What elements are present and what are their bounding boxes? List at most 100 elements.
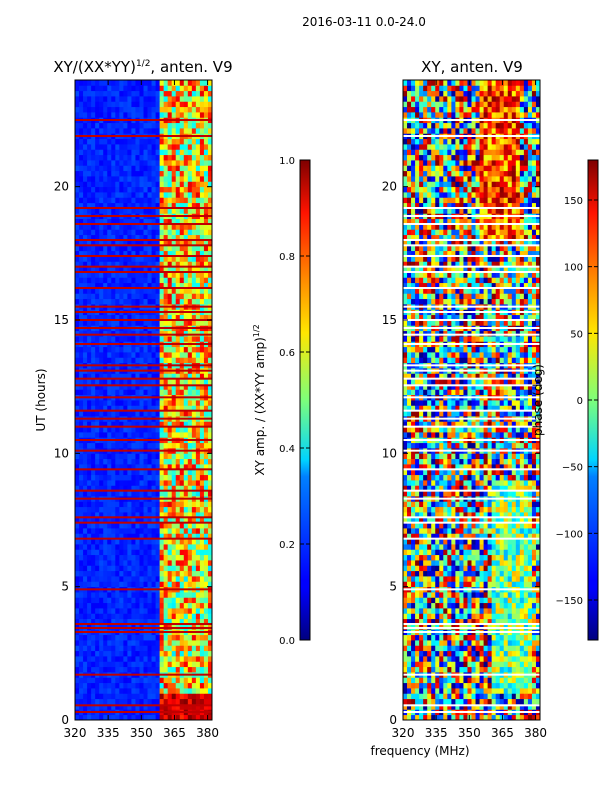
- heatmap-cell: [183, 528, 189, 534]
- heatmap-cell: [143, 485, 148, 492]
- heatmap-cell: [179, 533, 185, 540]
- heatmap-cell: [139, 554, 144, 561]
- heatmap-cell: [87, 90, 92, 97]
- heatmap-cell: [127, 202, 132, 209]
- heatmap-cell: [207, 208, 212, 214]
- heatmap-cell: [83, 522, 88, 529]
- heatmap-cell: [103, 528, 108, 534]
- heatmap-cell: [423, 581, 428, 588]
- heatmap-cell: [499, 640, 505, 646]
- heatmap-cell: [187, 85, 193, 92]
- heatmap-cell: [147, 320, 152, 326]
- heatmap-cell: [187, 373, 193, 380]
- heatmap-cell: [199, 288, 205, 294]
- heatmap-cell: [447, 592, 452, 598]
- heatmap-cell: [179, 170, 185, 177]
- heatmap-cell: [91, 517, 96, 524]
- heatmap-cell: [199, 336, 205, 342]
- heatmap-cell: [471, 661, 476, 668]
- heatmap-cell: [179, 80, 185, 86]
- heatmap-cell: [519, 650, 525, 657]
- heatmap-cell: [123, 128, 128, 134]
- heatmap-cell: [175, 544, 181, 550]
- heatmap-cell: [499, 656, 505, 662]
- heatmap-cell: [175, 112, 181, 118]
- heatmap-cell: [111, 565, 116, 572]
- heatmap-cell: [99, 149, 104, 156]
- heatmap-cell: [159, 704, 165, 710]
- heatmap-cell: [75, 618, 80, 625]
- heatmap-cell: [79, 560, 84, 566]
- heatmap-cell: [99, 314, 104, 321]
- heatmap-cell: [87, 234, 92, 241]
- heatmap-cell: [87, 144, 92, 150]
- heatmap-cell: [171, 112, 177, 118]
- heatmap-cell: [111, 250, 116, 257]
- heatmap-cell: [91, 256, 96, 262]
- heatmap-cell: [459, 597, 464, 604]
- heatmap-cell: [79, 528, 84, 534]
- heatmap-cell: [171, 490, 177, 497]
- heatmap-cell: [455, 581, 460, 588]
- heatmap-cell: [95, 144, 100, 150]
- heatmap-cell: [163, 634, 169, 641]
- heatmap-cell: [415, 581, 420, 588]
- heatmap-cell: [79, 373, 84, 380]
- heatmap-cell: [83, 570, 88, 577]
- heatmap-cell: [419, 688, 424, 694]
- heatmap-cell: [127, 693, 132, 700]
- heatmap-cell: [107, 352, 112, 358]
- heatmap-cell: [191, 432, 197, 438]
- heatmap-cell: [103, 400, 108, 406]
- heatmap-cell: [103, 85, 108, 92]
- heatmap-cell: [503, 650, 509, 657]
- heatmap-cell: [131, 560, 136, 566]
- heatmap-cell: [171, 704, 177, 710]
- heatmap-cell: [79, 176, 84, 182]
- heatmap-cell: [195, 426, 201, 433]
- heatmap-cell: [195, 314, 201, 321]
- heatmap-cell: [199, 565, 205, 572]
- heatmap-cell: [427, 608, 432, 614]
- heatmap-cell: [87, 613, 92, 620]
- heatmap-cell: [79, 245, 84, 252]
- heatmap-cell: [159, 432, 165, 438]
- heatmap-cell: [95, 640, 100, 646]
- heatmap-cell: [119, 101, 124, 108]
- heatmap-cell: [147, 645, 152, 652]
- heatmap-cell: [475, 666, 480, 673]
- heatmap-cell: [103, 218, 108, 225]
- heatmap-cell: [107, 122, 112, 129]
- heatmap-cell: [87, 112, 92, 118]
- heatmap-cell: [135, 90, 140, 97]
- heatmap-cell: [203, 554, 209, 561]
- heatmap-cell: [443, 661, 448, 668]
- heatmap-cell: [179, 565, 185, 572]
- heatmap-cell: [91, 224, 96, 230]
- heatmap-cell: [511, 704, 517, 710]
- heatmap-cell: [131, 698, 136, 705]
- heatmap-cell: [75, 138, 80, 145]
- heatmap-cell: [127, 522, 132, 529]
- heatmap-cell: [163, 698, 169, 705]
- heatmap-cell: [191, 282, 197, 289]
- heatmap-cell: [175, 234, 181, 241]
- heatmap-cell: [491, 656, 497, 662]
- heatmap-cell: [83, 192, 88, 198]
- heatmap-cell: [95, 218, 100, 225]
- heatmap-cell: [111, 533, 116, 540]
- heatmap-cell: [83, 656, 88, 662]
- heatmap-cell: [115, 357, 120, 364]
- heatmap-cell: [183, 469, 189, 476]
- heatmap-cell: [187, 282, 193, 289]
- heatmap-cell: [207, 640, 212, 646]
- heatmap-cell: [79, 682, 84, 689]
- heatmap-cell: [159, 218, 165, 225]
- heatmap-cell: [127, 160, 132, 166]
- heatmap-cell: [163, 693, 169, 700]
- heatmap-cell: [431, 640, 436, 646]
- heatmap-cell: [183, 549, 189, 556]
- heatmap-cell: [99, 282, 104, 289]
- heatmap-cell: [167, 218, 173, 225]
- heatmap-cell: [111, 138, 116, 145]
